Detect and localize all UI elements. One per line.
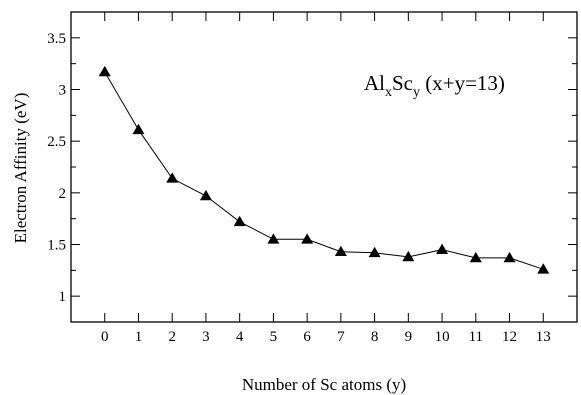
triangle-marker (436, 243, 449, 254)
x-tick-label: 8 (371, 329, 379, 345)
y-tick-label: 2.5 (47, 134, 66, 150)
triangle-marker (469, 251, 482, 263)
annotation-x-subscript: x (385, 85, 392, 100)
x-tick-label: 9 (405, 329, 413, 345)
data-markers (98, 65, 550, 274)
x-tick-label: 1 (135, 329, 143, 345)
y-tick-labels: 1 1.5 2 2.5 3 3.5 (47, 31, 66, 305)
x-tick-label: 2 (168, 329, 176, 345)
chart-annotation: AlxScy (x+y=13) (364, 71, 505, 100)
annotation-sc: Sc (392, 71, 413, 95)
y-tick-label: 1 (59, 289, 67, 305)
y-tick-label: 1.5 (47, 238, 66, 254)
triangle-marker (132, 123, 145, 135)
triangle-marker (503, 251, 516, 263)
x-tick-label: 0 (101, 329, 109, 345)
x-tick-label: 10 (435, 329, 450, 345)
annotation-condition: (x+y=13) (420, 71, 505, 95)
triangle-marker (402, 250, 415, 262)
plot-frame (70, 11, 578, 323)
x-axis-label: Number of Sc atoms (y) (242, 375, 406, 394)
x-tick-label: 12 (502, 329, 517, 345)
x-tick-label: 5 (270, 329, 278, 345)
annotation-al: Al (364, 71, 385, 95)
x-tick-label: 11 (469, 329, 483, 345)
x-tick-label: 13 (536, 329, 551, 345)
y-tick-label: 3 (59, 83, 67, 99)
triangle-marker (267, 233, 280, 244)
triangle-marker (537, 263, 550, 274)
annotation-y-subscript: y (413, 85, 420, 100)
x-tick-label: 3 (202, 329, 210, 345)
x-tick-label: 4 (236, 329, 244, 345)
y-axis-label: Electron Affinity (eV) (11, 93, 30, 244)
x-tick-label: 7 (337, 329, 345, 345)
x-tick-labels: 0 1 2 3 4 5 6 7 8 9 10 11 12 13 (101, 329, 551, 345)
y-tick-label: 3.5 (47, 31, 66, 47)
triangle-marker (368, 246, 381, 258)
triangle-marker (98, 65, 111, 77)
series-line (104, 71, 544, 270)
x-tick-label: 6 (303, 329, 311, 345)
axis-ticks (71, 11, 577, 323)
y-tick-label: 2 (59, 186, 67, 202)
triangle-marker (233, 215, 246, 227)
triangle-marker (199, 189, 212, 201)
triangle-marker (166, 172, 179, 183)
triangle-marker (301, 233, 314, 244)
triangle-marker (334, 245, 347, 257)
